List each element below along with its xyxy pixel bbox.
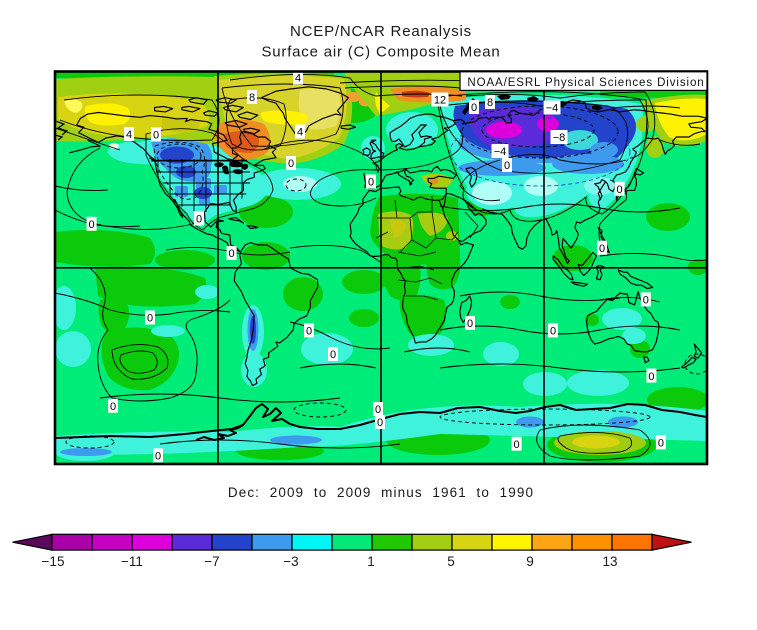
svg-text:0: 0 bbox=[153, 130, 159, 142]
svg-text:4: 4 bbox=[126, 129, 132, 141]
svg-text:0: 0 bbox=[147, 313, 153, 325]
svg-text:0: 0 bbox=[375, 404, 381, 416]
svg-text:0: 0 bbox=[229, 248, 235, 260]
svg-text:0: 0 bbox=[648, 371, 654, 383]
svg-text:8: 8 bbox=[487, 97, 493, 109]
svg-text:Surface air (C) Composite: Surface air (C) Composite Mean bbox=[261, 44, 500, 61]
svg-text:4: 4 bbox=[297, 127, 303, 139]
svg-text:Dec: 2009 to 2009 minus 1: Dec: 2009 to 2009 minus 1961 to 1990 bbox=[228, 485, 534, 500]
svg-text:0: 0 bbox=[550, 326, 556, 338]
svg-text:0: 0 bbox=[617, 184, 623, 196]
svg-text:8: 8 bbox=[249, 92, 255, 104]
svg-text:−15: −15 bbox=[42, 554, 65, 569]
svg-text:−8: −8 bbox=[553, 132, 566, 144]
svg-text:4: 4 bbox=[295, 73, 301, 85]
svg-text:NOAA/ESRL Physical Sciences Di: NOAA/ESRL Physical Sciences Division bbox=[467, 77, 704, 89]
svg-text:0: 0 bbox=[306, 326, 312, 338]
svg-text:12: 12 bbox=[434, 95, 446, 107]
svg-text:0: 0 bbox=[377, 417, 383, 429]
svg-text:0: 0 bbox=[643, 295, 649, 307]
svg-text:0: 0 bbox=[196, 214, 202, 226]
svg-text:13: 13 bbox=[602, 554, 617, 569]
svg-text:9: 9 bbox=[526, 554, 534, 569]
svg-text:0: 0 bbox=[514, 439, 520, 451]
svg-text:1: 1 bbox=[367, 554, 375, 569]
svg-text:0: 0 bbox=[110, 401, 116, 413]
svg-text:−11: −11 bbox=[121, 554, 143, 569]
svg-text:0: 0 bbox=[330, 349, 336, 361]
svg-text:0: 0 bbox=[368, 177, 374, 189]
svg-text:0: 0 bbox=[599, 243, 605, 255]
svg-text:0: 0 bbox=[504, 160, 510, 172]
svg-text:−4: −4 bbox=[546, 103, 559, 115]
svg-text:0: 0 bbox=[155, 451, 161, 463]
svg-text:0: 0 bbox=[288, 158, 294, 170]
svg-text:0: 0 bbox=[467, 318, 473, 330]
svg-text:−3: −3 bbox=[283, 554, 298, 569]
svg-text:−4: −4 bbox=[494, 146, 507, 158]
svg-text:5: 5 bbox=[447, 554, 455, 569]
svg-text:NCEP/NCAR Reanalysis: NCEP/NCAR Reanalysis bbox=[290, 23, 472, 40]
svg-text:0: 0 bbox=[658, 438, 664, 450]
svg-text:0: 0 bbox=[89, 219, 95, 231]
svg-text:−7: −7 bbox=[204, 554, 219, 569]
svg-text:0: 0 bbox=[471, 102, 477, 114]
